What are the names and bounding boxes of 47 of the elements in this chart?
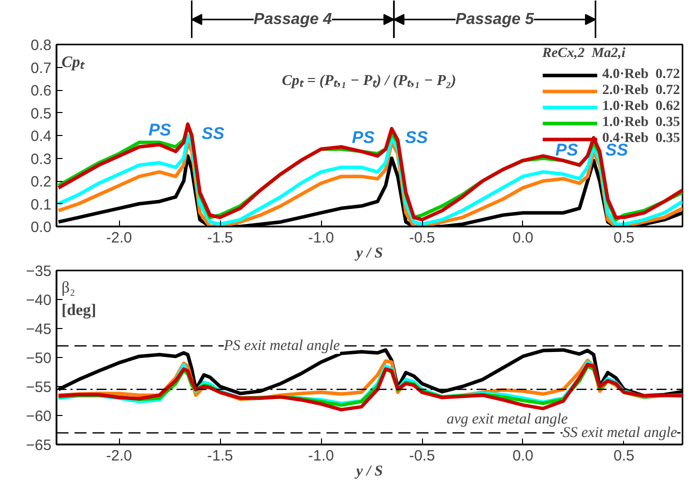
x-tick-label: 0.0 — [512, 448, 534, 464]
x-tick-label: -1.0 — [308, 448, 334, 464]
y-tick-label: −50 — [26, 350, 52, 367]
y-tick-label: 0.6 — [30, 82, 52, 100]
annotation: Cpₜ = (Pₜ,₁ − Pₜ) / (Pₜ,₁ − P₂) — [282, 72, 456, 89]
ref-line-label: SS exit metal angle — [562, 424, 678, 441]
x-tick-label: 0.0 — [512, 230, 534, 246]
y-tick-label: 0.1 — [30, 196, 52, 214]
x-tick-label: 0.5 — [614, 448, 634, 464]
legend-label: 1.0·Reb 0.35 — [602, 115, 680, 131]
ref-line-label: PS exit metal angle — [222, 338, 340, 354]
x-tick-label: -0.5 — [409, 230, 435, 246]
y-tick-label: 0.7 — [30, 60, 52, 77]
legend-label: 4.0·Reb 0.72 — [602, 67, 680, 83]
legend-label: 1.0·Reb 0.62 — [602, 99, 680, 115]
annotation: PS — [555, 140, 579, 160]
y-tick-label: 0.0 — [30, 219, 52, 236]
x-tick-label: -1.5 — [207, 230, 234, 246]
annotation: PS — [352, 128, 376, 147]
annotation: SS — [202, 124, 225, 144]
annotation: PS — [148, 120, 172, 140]
y-tick-label: 0.8 — [30, 37, 52, 54]
y-tick-label: −35 — [26, 263, 52, 280]
x-tick-label: -1.0 — [308, 230, 334, 246]
x-axis-title: y / S — [354, 246, 383, 262]
y-axis-title: β₂ [deg] — [62, 279, 96, 320]
y-tick-label: 0.5 — [30, 105, 52, 122]
y-tick-label: 0.2 — [30, 174, 52, 190]
legend-label: 2.0·Reb 0.72 — [602, 83, 680, 99]
x-axis-title: y / S — [354, 464, 383, 480]
y-tick-label: 0.3 — [30, 150, 52, 168]
y-tick-label: −65 — [26, 437, 52, 454]
x-tick-label: -1.5 — [207, 448, 234, 464]
x-tick-label: 0.5 — [614, 230, 634, 246]
y-tick-label: −40 — [26, 292, 52, 309]
x-tick-label: -0.5 — [409, 448, 435, 464]
legend-title: ReCx,2 Ma2,i — [542, 46, 626, 62]
y-tick-label: 0.4 — [30, 128, 52, 145]
x-tick-label: -2.0 — [106, 448, 132, 464]
text: Passage 5 — [456, 11, 535, 28]
x-tick-label: -2.0 — [106, 230, 132, 246]
text: Passage 4 — [254, 11, 332, 28]
y-axis-title: Cpₜ — [62, 54, 86, 72]
annotation: SS — [405, 128, 428, 147]
y-tick-label: −55 — [26, 379, 52, 396]
y-tick-label: −60 — [26, 408, 52, 425]
y-tick-label: −45 — [26, 321, 52, 338]
